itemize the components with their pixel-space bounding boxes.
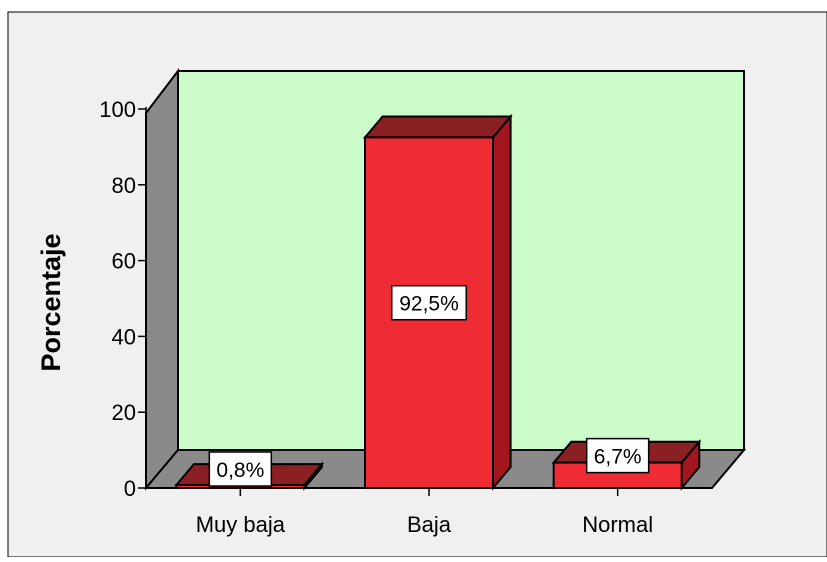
data-label-text: 0,8% [216,459,264,482]
y-tick-label: 100 [99,97,136,122]
data-label-text: 6,7% [594,446,642,469]
y-axis-ticks: 0 20 40 60 80 100 [99,97,146,501]
bar-top-face [362,115,513,139]
y-tick-label: 60 [112,249,136,274]
data-label-text: 92,5% [399,293,459,316]
y-tick-label: 80 [112,173,136,198]
y-tick-label: 0 [124,476,136,501]
x-tick-label: Muy baja [196,512,286,537]
x-tick-label: Normal [582,512,653,537]
bars: 0,8% 92,5% 6,7% [174,113,702,491]
bar [362,113,513,491]
data-label-box [585,437,650,474]
x-tick-label: Baja [407,512,452,537]
data-label-box [208,451,273,487]
y-tick-label: 20 [112,400,136,425]
data-label-box [391,284,467,321]
plot-left-wall [145,68,179,491]
bar-side-face [492,113,512,491]
x-axis-ticks: Muy baja Baja Normal [196,488,653,537]
y-tick-label: 40 [112,324,136,349]
data-label: 6,7% [585,437,650,474]
data-label: 0,8% [208,451,273,487]
y-axis-label: Porcentaje [36,233,66,371]
data-label: 92,5% [391,284,467,321]
